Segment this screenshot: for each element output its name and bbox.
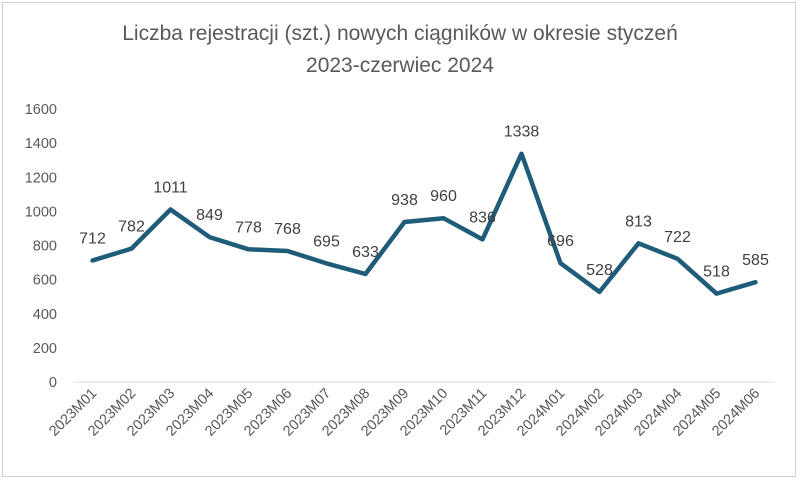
data-labels: 712 782 1011 849 778 768 695 633 938 960 836 1338 69… xyxy=(79,124,769,281)
data-label: 938 xyxy=(391,192,418,209)
data-label: 518 xyxy=(703,264,730,281)
y-axis: 0 200 400 600 800 1000 1200 1400 1600 xyxy=(25,102,57,391)
y-tick-label: 1400 xyxy=(25,136,57,152)
y-tick-label: 400 xyxy=(33,307,57,323)
data-label: 778 xyxy=(235,219,262,236)
data-label: 849 xyxy=(196,207,223,224)
data-label: 1338 xyxy=(504,124,540,141)
y-tick-label: 200 xyxy=(33,341,57,357)
data-label: 768 xyxy=(274,221,301,238)
y-tick-label: 1200 xyxy=(25,170,57,186)
data-label: 836 xyxy=(469,209,496,226)
chart-title-line2: 2023-czerwiec 2024 xyxy=(306,54,494,77)
data-label: 1011 xyxy=(153,179,188,196)
y-tick-label: 600 xyxy=(33,273,57,289)
data-label: 696 xyxy=(547,233,574,250)
series-line xyxy=(90,151,758,296)
data-label: 528 xyxy=(586,262,613,279)
data-label: 722 xyxy=(664,229,691,246)
y-tick-label: 0 xyxy=(49,375,57,391)
data-label: 782 xyxy=(118,219,145,236)
data-label: 813 xyxy=(625,213,652,230)
x-axis: 2023M012023M022023M032023M042023M052023M… xyxy=(46,386,763,440)
chart-title: Liczba rejestracji (szt.) nowych ciągnik… xyxy=(0,18,800,82)
data-label: 633 xyxy=(352,244,379,261)
y-tick-label: 800 xyxy=(33,239,57,255)
data-label: 585 xyxy=(742,252,769,269)
y-tick-label: 1600 xyxy=(25,102,57,118)
data-label: 712 xyxy=(79,231,106,248)
data-label: 695 xyxy=(313,233,340,250)
chart-title-line1: Liczba rejestracji (szt.) nowych ciągnik… xyxy=(122,22,678,45)
data-label: 960 xyxy=(430,188,457,205)
y-tick-label: 1000 xyxy=(25,204,57,220)
